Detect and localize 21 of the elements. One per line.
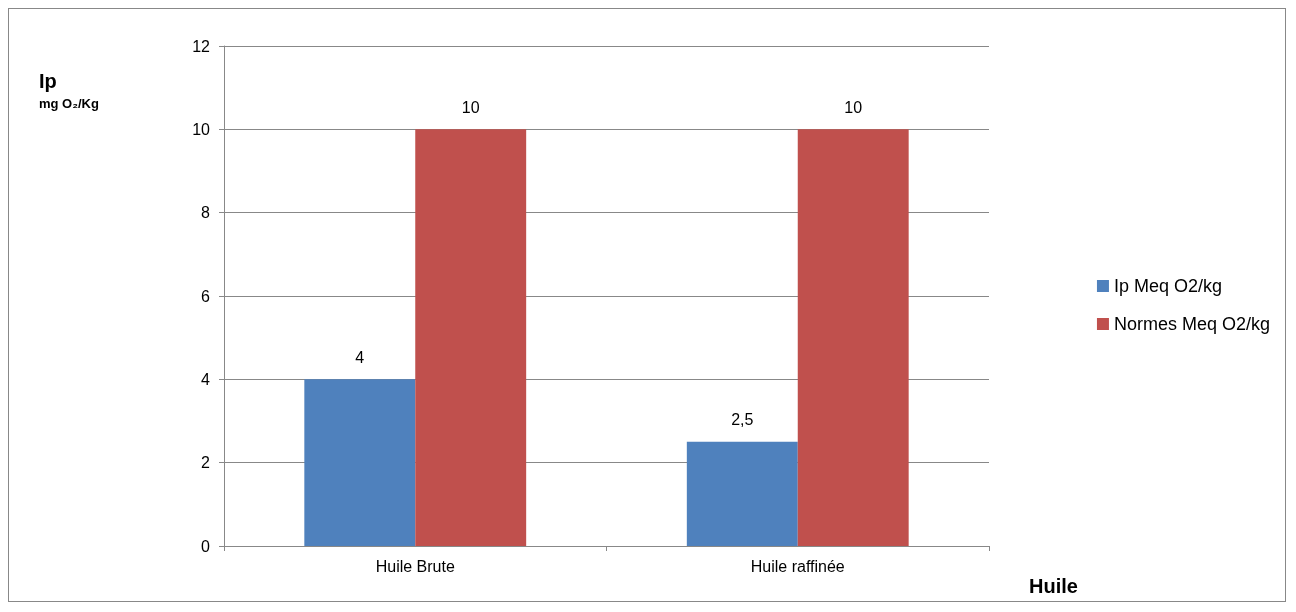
y-tick-label: 12: [192, 37, 211, 55]
bar: [304, 379, 416, 546]
y-tick-label: 0: [201, 537, 211, 555]
legend-label: Ip Meq O2/kg: [1113, 276, 1223, 296]
y-tick-label: 8: [201, 204, 211, 222]
data-label: 2,5: [731, 411, 754, 429]
data-label: 10: [844, 98, 863, 116]
bar: [797, 129, 909, 546]
x-tick-label: Huile Brute: [375, 557, 455, 575]
x-tick-label: Huile raffinée: [750, 557, 845, 575]
legend-label: Normes Meq O2/kg: [1113, 314, 1271, 334]
y-tick-label: 10: [192, 120, 211, 138]
data-label: 10: [461, 98, 480, 116]
data-label: 4: [355, 348, 365, 366]
y-tick-label: 4: [201, 370, 211, 388]
bar: [686, 441, 798, 546]
bar: [415, 129, 527, 546]
y-tick-label: 2: [201, 454, 211, 472]
x-axis-title: Huile: [1029, 575, 1078, 597]
y-axis-title: Ip mg O₂/Kg: [39, 70, 99, 111]
y-tick-label: 6: [201, 287, 211, 305]
